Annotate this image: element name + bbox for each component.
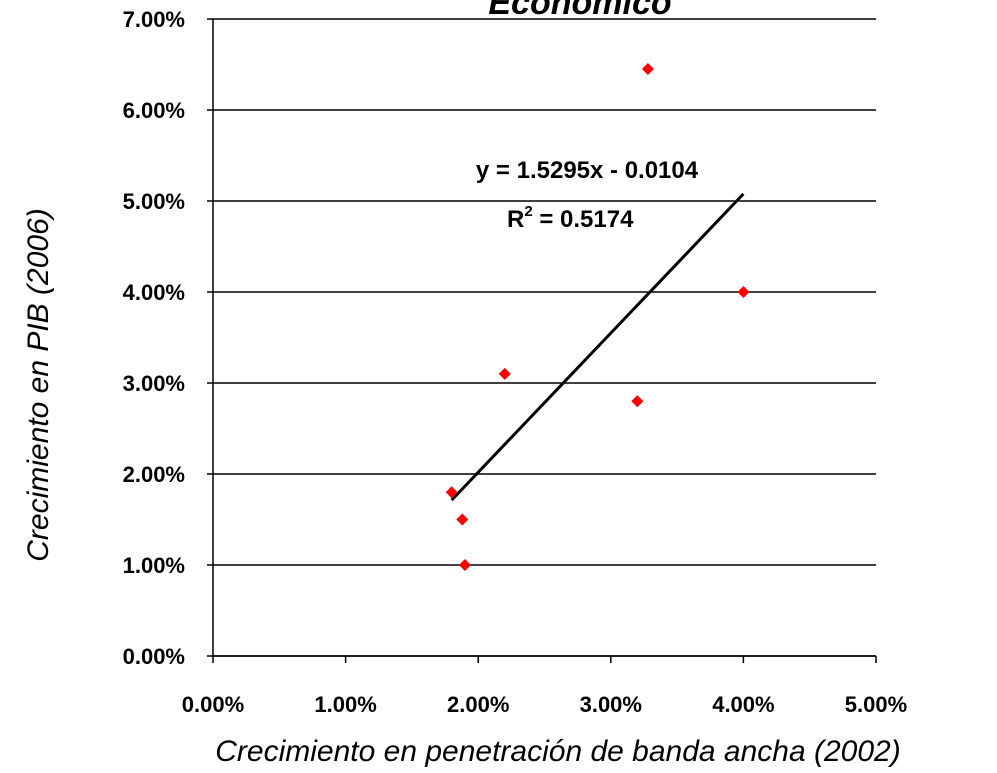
trendline-equation: y = 1.5295x - 0.0104	[476, 157, 699, 184]
data-point	[737, 286, 750, 298]
y-tick-label: 0.00%	[123, 644, 185, 669]
x-tick-label: 4.00%	[712, 692, 774, 717]
r-squared-superscript: 2	[524, 203, 532, 220]
y-tick-label: 7.00%	[123, 7, 185, 32]
data-point	[458, 559, 471, 571]
y-tick-labels: 0.00% 1.00% 2.00% 3.00% 4.00% 5.00% 6.00% 7.00%	[123, 7, 185, 669]
r-squared-symbol: R	[507, 206, 524, 233]
data-point	[631, 395, 644, 408]
x-tick-label: 0.00%	[182, 692, 244, 717]
y-tick-label: 1.00%	[123, 553, 185, 578]
y-tick-label: 6.00%	[123, 98, 185, 123]
y-tick-label: 2.00%	[123, 462, 185, 487]
data-point	[456, 513, 469, 526]
trendline-line	[450, 192, 745, 502]
x-tick-label: 1.00%	[314, 692, 376, 717]
y-tick-label: 3.00%	[123, 371, 185, 396]
x-tick-label: 3.00%	[580, 692, 642, 717]
data-points	[445, 63, 750, 571]
y-axis-title: Crecimiento en PIB (2006)	[22, 208, 55, 562]
y-tick-label: 4.00%	[123, 280, 185, 305]
data-point	[641, 63, 654, 76]
y-tick-label: 5.00%	[123, 189, 185, 214]
chart-title: Económico	[488, 0, 671, 22]
trendline	[450, 192, 745, 502]
data-point	[445, 486, 458, 499]
gridlines	[207, 18, 876, 657]
x-tick-labels: 0.00% 1.00% 2.00% 3.00% 4.00% 5.00%	[182, 692, 907, 717]
x-tick-label: 2.00%	[447, 692, 509, 717]
x-tick-label: 5.00%	[845, 692, 907, 717]
data-point	[498, 367, 511, 380]
r-squared-value: = 0.5174	[533, 206, 634, 233]
axes	[212, 19, 877, 663]
x-axis-title: Crecimiento en penetración de banda anch…	[215, 735, 900, 768]
r-squared-label: R2 = 0.5174	[507, 203, 634, 233]
